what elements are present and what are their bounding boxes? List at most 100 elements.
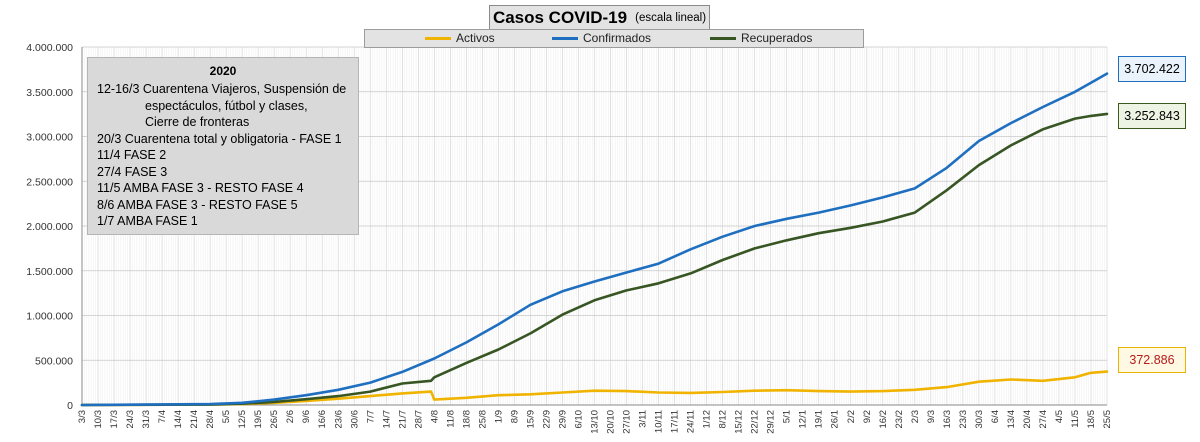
x-tick-label: 16/2 bbox=[878, 410, 889, 429]
x-tick-label: 8/12 bbox=[718, 410, 729, 429]
x-tick-label: 24/11 bbox=[686, 410, 697, 433]
y-tick-label: 500.000 bbox=[35, 355, 73, 367]
x-tick-label: 7/4 bbox=[157, 410, 168, 423]
x-tick-label: 16/3 bbox=[942, 410, 953, 429]
x-tick-label: 29/12 bbox=[766, 410, 777, 434]
x-tick-label: 10/3 bbox=[93, 410, 104, 429]
x-tick-label: 14/4 bbox=[173, 410, 184, 429]
y-tick-label: 2.000.000 bbox=[26, 221, 73, 233]
x-tick-label: 1/9 bbox=[493, 410, 504, 423]
legend-item-recuperados: Recuperados bbox=[710, 31, 812, 45]
x-tick-label: 17/11 bbox=[670, 410, 681, 433]
x-tick-label: 7/7 bbox=[365, 410, 376, 423]
x-tick-label: 8/9 bbox=[509, 410, 520, 423]
chart-title: Casos COVID-19 (escala lineal) bbox=[489, 5, 710, 30]
legend-label-recuperados: Recuperados bbox=[741, 31, 813, 45]
x-tick-label: 13/4 bbox=[1006, 410, 1017, 429]
legend-label-confirmados: Confirmados bbox=[583, 31, 652, 45]
x-tick-label: 1/12 bbox=[702, 410, 713, 429]
x-tick-label: 22/12 bbox=[750, 410, 761, 434]
x-tick-label: 23/6 bbox=[333, 410, 344, 429]
x-tick-label: 3/11 bbox=[638, 410, 649, 428]
legend-swatch-recuperados bbox=[710, 36, 736, 40]
x-tick-label: 2/3 bbox=[910, 410, 921, 423]
x-tick-label: 26/5 bbox=[269, 410, 280, 429]
x-tick-label: 13/10 bbox=[590, 410, 601, 434]
x-tick-label: 25/8 bbox=[477, 410, 488, 429]
x-tick-label: 19/5 bbox=[253, 410, 264, 429]
x-tick-label: 23/2 bbox=[894, 410, 905, 429]
y-tick-label: 1.000.000 bbox=[26, 311, 73, 323]
x-tick-label: 18/5 bbox=[1086, 410, 1097, 429]
x-tick-label: 16/6 bbox=[317, 410, 328, 429]
note-row: Cierre de fronteras bbox=[145, 115, 250, 129]
x-tick-label: 6/4 bbox=[990, 410, 1001, 423]
legend-swatch-confirmados bbox=[552, 36, 578, 40]
x-tick-label: 2/6 bbox=[285, 410, 296, 423]
legend-item-confirmados: Confirmados bbox=[552, 31, 651, 45]
x-tick-label: 28/7 bbox=[413, 410, 424, 429]
axes bbox=[81, 47, 1107, 406]
x-tick-label: 15/12 bbox=[734, 410, 745, 434]
legend-label-activos: Activos bbox=[456, 31, 495, 45]
x-tick-label: 20/4 bbox=[1022, 410, 1033, 429]
chart-title-main: Casos COVID-19 bbox=[492, 7, 628, 27]
x-tick-label: 11/8 bbox=[445, 410, 456, 428]
x-tick-label: 17/3 bbox=[109, 410, 120, 429]
x-tick-label: 11/5 bbox=[1070, 410, 1081, 428]
series-line-activos bbox=[80, 370, 1109, 407]
x-tick-label: 5/1 bbox=[782, 410, 793, 423]
x-tick-label: 6/10 bbox=[573, 410, 584, 429]
x-tick-label: 4/5 bbox=[1054, 410, 1065, 423]
note-row: 12-16/3 Cuarentena Viajeros, Suspensión … bbox=[97, 82, 347, 96]
note-row: 20/3 Cuarentena total y obligatoria - FA… bbox=[97, 131, 342, 146]
series-line-recuperados bbox=[80, 112, 1109, 407]
x-tick-label: 30/6 bbox=[349, 410, 360, 429]
x-axis-tick-labels: 3/3 10/3 17/3 24/3 31/3 7/4 14/4 21/4 28/4 5/5 12/… bbox=[77, 410, 1113, 434]
x-tick-label: 22/9 bbox=[541, 410, 552, 429]
x-tick-label: 18/8 bbox=[461, 410, 472, 429]
y-tick-label: 3.000.000 bbox=[26, 132, 73, 144]
x-tick-label: 26/1 bbox=[830, 410, 841, 429]
x-tick-label: 28/4 bbox=[205, 410, 216, 429]
notes-heading: 2020 bbox=[209, 64, 237, 78]
chart-legend: Activos Confirmados Recuperados bbox=[364, 29, 864, 48]
y-tick-label: 4.000.000 bbox=[26, 42, 73, 54]
x-tick-label: 21/4 bbox=[189, 410, 200, 429]
x-tick-label: 19/1 bbox=[814, 410, 825, 429]
x-tick-label: 29/9 bbox=[557, 410, 568, 429]
note-row: 27/4 FASE 3 bbox=[97, 164, 168, 179]
x-tick-label: 12/5 bbox=[237, 410, 248, 429]
y-axis-tick-labels: 0 500.000 1.000.000 1.500.000 2.000.000 2.500… bbox=[26, 42, 73, 412]
x-tick-label: 14/7 bbox=[381, 410, 392, 429]
note-row: 11/5 AMBA FASE 3 - RESTO FASE 4 bbox=[97, 181, 304, 195]
x-tick-label: 25/5 bbox=[1102, 410, 1113, 429]
x-tick-label: 9/6 bbox=[301, 410, 312, 423]
note-row: 1/7 AMBA FASE 1 bbox=[97, 214, 198, 228]
x-tick-label: 3/3 bbox=[77, 410, 88, 423]
x-tick-label: 9/3 bbox=[926, 410, 937, 423]
x-tick-label: 30/3 bbox=[974, 410, 985, 429]
legend-item-activos: Activos bbox=[425, 31, 495, 45]
note-row: espectáculos, fútbol y clases, bbox=[145, 98, 308, 113]
x-tick-label: 10/11 bbox=[654, 410, 665, 433]
x-tick-label: 2/2 bbox=[846, 410, 857, 423]
activos-latest-value: 372.886 bbox=[1118, 347, 1186, 373]
confirmados-latest-value: 3.702.422 bbox=[1118, 56, 1186, 82]
recuperados-latest-value: 3.252.843 bbox=[1118, 103, 1186, 129]
chart-title-subtitle: (escala lineal) bbox=[635, 11, 707, 24]
y-tick-label: 2.500.000 bbox=[26, 176, 73, 188]
x-tick-label: 31/3 bbox=[141, 410, 152, 429]
x-tick-label: 21/7 bbox=[397, 410, 408, 429]
x-tick-label: 9/2 bbox=[862, 410, 873, 423]
y-tick-label: 1.500.000 bbox=[26, 266, 73, 278]
x-tick-label: 27/4 bbox=[1038, 410, 1049, 429]
x-tick-label: 27/10 bbox=[622, 410, 633, 434]
note-row: 8/6 AMBA FASE 3 - RESTO FASE 5 bbox=[97, 197, 298, 212]
x-tick-label: 4/8 bbox=[429, 410, 440, 423]
x-tick-label: 23/3 bbox=[958, 410, 969, 429]
legend-swatch-activos bbox=[425, 36, 451, 40]
series-line-confirmados bbox=[80, 72, 1109, 407]
quarantine-notes-box: 2020 12-16/3 Cuarentena Viajeros, Suspen… bbox=[87, 57, 359, 235]
data-series bbox=[80, 72, 1109, 407]
